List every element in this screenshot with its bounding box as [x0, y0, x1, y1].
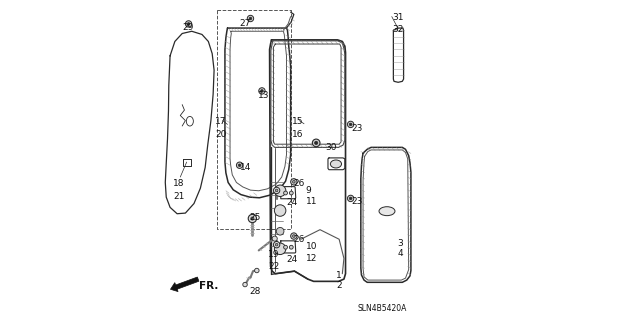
Circle shape [255, 268, 259, 273]
Circle shape [289, 245, 293, 249]
Text: 10: 10 [306, 242, 317, 251]
Text: 12: 12 [306, 254, 317, 263]
Circle shape [248, 214, 257, 223]
Circle shape [276, 227, 284, 235]
Circle shape [275, 243, 286, 255]
FancyArrow shape [170, 277, 199, 292]
Text: 1: 1 [336, 271, 342, 279]
Circle shape [312, 139, 320, 147]
Text: 23: 23 [351, 124, 363, 133]
Text: 29: 29 [182, 23, 193, 32]
Text: 4: 4 [397, 249, 403, 258]
Text: 32: 32 [393, 25, 404, 34]
Circle shape [247, 15, 253, 22]
Text: FR.: FR. [200, 281, 219, 291]
Circle shape [348, 121, 354, 128]
Text: 18: 18 [173, 179, 185, 188]
Circle shape [238, 164, 241, 167]
Circle shape [275, 185, 286, 197]
Circle shape [188, 23, 190, 25]
Text: 24: 24 [287, 198, 298, 207]
Text: SLN4B5420A: SLN4B5420A [358, 304, 407, 313]
Circle shape [275, 205, 286, 216]
Circle shape [275, 189, 278, 192]
Circle shape [243, 282, 247, 287]
Text: 26: 26 [293, 235, 304, 244]
Text: 2: 2 [336, 281, 342, 290]
Circle shape [292, 235, 295, 237]
Circle shape [260, 90, 263, 92]
Text: 31: 31 [393, 13, 404, 22]
Text: 20: 20 [216, 130, 227, 139]
Text: 30: 30 [326, 143, 337, 152]
Circle shape [291, 233, 297, 239]
Circle shape [284, 245, 287, 249]
Circle shape [273, 241, 280, 248]
Circle shape [289, 191, 293, 195]
Ellipse shape [330, 160, 342, 168]
Text: 11: 11 [306, 197, 317, 206]
Text: 15: 15 [292, 117, 304, 126]
Circle shape [236, 162, 243, 168]
Text: 25: 25 [249, 213, 260, 222]
Text: 14: 14 [239, 163, 251, 172]
Text: 17: 17 [216, 117, 227, 126]
Text: 13: 13 [258, 91, 269, 100]
Text: 16: 16 [292, 130, 304, 139]
Text: 28: 28 [249, 287, 260, 296]
Text: 19: 19 [268, 250, 280, 259]
Text: 21: 21 [173, 192, 184, 201]
Circle shape [349, 197, 352, 200]
Circle shape [275, 243, 278, 246]
Ellipse shape [379, 207, 395, 216]
Circle shape [284, 191, 287, 195]
Circle shape [272, 236, 277, 241]
Text: 26: 26 [293, 179, 304, 188]
Circle shape [273, 187, 280, 194]
Circle shape [292, 181, 295, 183]
Circle shape [259, 88, 265, 94]
Text: 3: 3 [397, 239, 403, 248]
Circle shape [249, 17, 252, 20]
Circle shape [251, 217, 254, 220]
Text: 27: 27 [239, 19, 251, 27]
Text: 24: 24 [287, 255, 298, 264]
Circle shape [315, 141, 318, 145]
Circle shape [186, 21, 192, 27]
Circle shape [349, 123, 352, 126]
Circle shape [348, 195, 354, 202]
Text: 22: 22 [268, 262, 280, 271]
Text: 23: 23 [351, 197, 363, 206]
Circle shape [291, 179, 297, 185]
Text: 9: 9 [306, 186, 312, 195]
